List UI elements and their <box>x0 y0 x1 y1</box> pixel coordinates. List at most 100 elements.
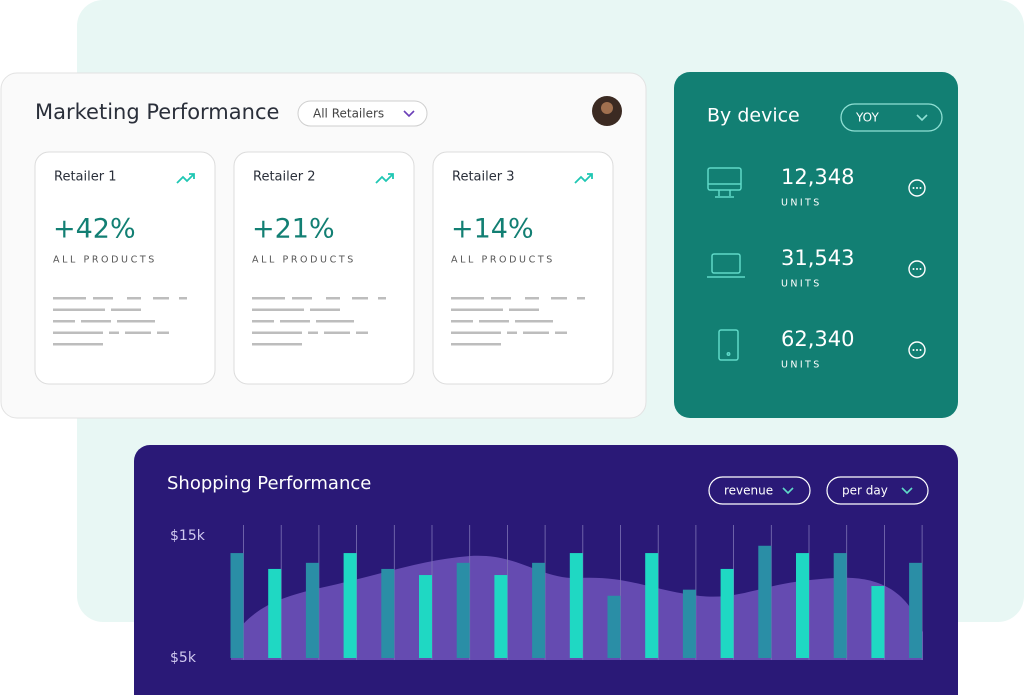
retailer-name: Retailer 2 <box>253 170 315 185</box>
bar <box>343 553 357 658</box>
more-button[interactable] <box>908 260 926 278</box>
metric-filter[interactable] <box>708 476 811 505</box>
retailer-change: +14% <box>451 214 534 245</box>
bar <box>456 562 470 658</box>
metric-filter-label: revenue <box>724 484 773 498</box>
bar <box>645 553 659 658</box>
bar <box>494 575 508 658</box>
placeholder-line <box>525 297 539 300</box>
placeholder-line <box>109 331 119 334</box>
y-tick-label: $15k <box>170 528 206 544</box>
placeholder-line <box>117 320 155 323</box>
more-dot <box>919 187 922 189</box>
placeholder-line <box>352 297 368 300</box>
placeholder-line <box>310 308 340 311</box>
bar <box>833 553 847 658</box>
retailer-name: Retailer 1 <box>54 170 116 185</box>
y-tick-label: $5k <box>170 650 197 666</box>
chart: $5k $15k <box>170 525 923 666</box>
placeholder-line <box>523 331 549 334</box>
placeholder-line <box>127 297 141 300</box>
more-button[interactable] <box>908 341 926 359</box>
placeholder-line <box>252 331 302 334</box>
placeholder-line <box>252 297 285 300</box>
more-button[interactable] <box>908 179 926 197</box>
bar <box>871 586 885 658</box>
device-list: 12,348 UNITS 31,543 UNITS 62,340 UNITS <box>781 165 926 371</box>
placeholder-line <box>280 320 310 323</box>
placeholder-line <box>491 297 511 300</box>
retailer-change: +21% <box>252 214 335 245</box>
bar <box>381 568 395 658</box>
device-filter[interactable] <box>840 103 943 132</box>
bar <box>532 562 546 658</box>
placeholder-line <box>53 308 105 311</box>
device-count: 12,348 <box>781 165 854 189</box>
placeholder-line <box>356 331 368 334</box>
placeholder-line <box>451 343 501 346</box>
placeholder-line <box>515 320 553 323</box>
retailer-label: ALL PRODUCTS <box>252 255 356 266</box>
retailer-name: Retailer 3 <box>452 170 514 185</box>
bar <box>796 553 809 658</box>
device-unit: UNITS <box>781 360 822 371</box>
shopping-title: Shopping Performance <box>167 473 371 494</box>
placeholder-line <box>252 343 302 346</box>
placeholder-line <box>316 320 354 323</box>
laptop-icon <box>711 253 741 274</box>
retailer-cards: Retailer 1 +42% ALL PRODUCTS Retailer 2 +21%… <box>34 151 614 385</box>
desktop-stand <box>708 183 741 198</box>
period-filter-label: per day <box>842 484 888 498</box>
device-count: 62,340 <box>781 327 854 351</box>
more-dot <box>919 349 922 351</box>
retailer-label: ALL PRODUCTS <box>451 255 555 266</box>
placeholder-line <box>53 320 75 323</box>
retailer-card <box>432 151 614 385</box>
trend-icon <box>574 173 593 184</box>
device-card <box>674 72 958 418</box>
phone-button <box>726 352 731 356</box>
placeholder-line <box>324 331 350 334</box>
retailer-filter-label: All Retailers <box>313 107 384 121</box>
device-title: By device <box>707 105 800 127</box>
period-filter[interactable] <box>826 476 929 505</box>
more-dot <box>916 187 918 189</box>
phone-icon <box>718 329 739 361</box>
avatar-face <box>601 102 613 114</box>
chevron <box>782 487 794 495</box>
placeholder-line <box>179 297 187 300</box>
placeholder-line <box>252 320 274 323</box>
more-dot <box>912 187 915 189</box>
placeholder-line <box>451 331 501 334</box>
more-dot <box>912 268 915 270</box>
placeholder-line <box>157 331 169 334</box>
marketing-title: Marketing Performance <box>35 100 279 124</box>
retailer-card <box>233 151 415 385</box>
chevron <box>403 110 415 118</box>
more-dot <box>912 349 915 351</box>
bar <box>569 553 583 658</box>
device-filter-label: YOY <box>855 111 879 125</box>
placeholder-line <box>451 308 503 311</box>
retailer-change: +42% <box>53 214 136 245</box>
placeholder-line <box>507 331 517 334</box>
retailer-label: ALL PRODUCTS <box>53 255 157 266</box>
retailer-filter[interactable] <box>297 100 428 127</box>
placeholder-line <box>93 297 113 300</box>
bar <box>607 595 621 658</box>
placeholder-line <box>292 297 312 300</box>
placeholder-line <box>326 297 340 300</box>
placeholder-line <box>53 343 103 346</box>
bar <box>720 568 734 658</box>
placeholder-line <box>111 308 141 311</box>
retailer-card <box>34 151 216 385</box>
more-dot <box>916 349 918 351</box>
placeholder-line <box>53 331 103 334</box>
device-icons <box>707 167 745 361</box>
placeholder-line <box>451 320 473 323</box>
bar <box>682 589 696 658</box>
bar <box>758 545 772 658</box>
desktop-icon <box>707 167 742 191</box>
bar <box>230 553 244 658</box>
